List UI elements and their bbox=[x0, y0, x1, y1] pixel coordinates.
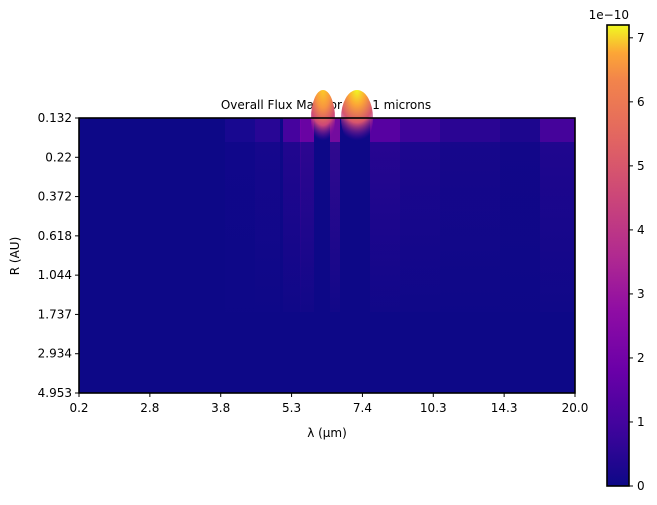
y-tick-label: 0.372 bbox=[38, 190, 72, 204]
y-tick-label: 1.044 bbox=[38, 268, 72, 282]
x-tick-label: 7.4 bbox=[353, 401, 372, 415]
x-tick-label: 20.0 bbox=[562, 401, 589, 415]
x-tick-label: 5.3 bbox=[282, 401, 301, 415]
x-tick-label: 2.8 bbox=[140, 401, 159, 415]
heatmap-cell bbox=[79, 140, 575, 320]
colorbar-tick-label: 7 bbox=[637, 31, 645, 45]
colorbar: 0 1 2 3 4 5 6 7 1e−10 bbox=[589, 8, 645, 493]
colorbar-gradient bbox=[607, 25, 629, 486]
x-tick-label: 0.2 bbox=[69, 401, 88, 415]
colorbar-ticks: 0 1 2 3 4 5 6 7 bbox=[629, 31, 645, 493]
heatmap-cell bbox=[330, 118, 340, 142]
heatmap bbox=[78, 90, 576, 394]
heatmap-cell bbox=[255, 118, 280, 142]
y-tick-label: 0.132 bbox=[38, 111, 72, 125]
heatmap-cell bbox=[400, 118, 440, 142]
x-tick-label: 10.3 bbox=[420, 401, 447, 415]
heatmap-cell bbox=[440, 118, 500, 142]
heatmap-cell bbox=[283, 118, 301, 142]
heatmap-cells bbox=[79, 118, 575, 320]
colorbar-tick-label: 4 bbox=[637, 223, 645, 237]
x-tick-label: 3.8 bbox=[211, 401, 230, 415]
y-tick-label: 4.953 bbox=[38, 386, 72, 400]
y-tick-label: 1.737 bbox=[38, 307, 72, 321]
heatmap-cell bbox=[500, 118, 540, 142]
heatmap-frame bbox=[78, 117, 576, 394]
heatmap-cell bbox=[370, 118, 400, 142]
x-tick-label: 14.3 bbox=[491, 401, 518, 415]
x-axis-label: λ (μm) bbox=[307, 426, 347, 440]
colorbar-offset-label: 1e−10 bbox=[589, 8, 629, 22]
heatmap-cell bbox=[300, 118, 314, 142]
y-tick-label: 0.618 bbox=[38, 229, 72, 243]
x-axis: 0.2 2.8 3.8 5.3 7.4 10.3 14.3 20.0 bbox=[69, 393, 588, 415]
y-axis-label: R (AU) bbox=[8, 237, 22, 276]
colorbar-frame bbox=[606, 24, 630, 487]
colorbar-tick-label: 0 bbox=[637, 479, 645, 493]
colorbar-tick-label: 2 bbox=[637, 351, 645, 365]
colorbar-tick-label: 1 bbox=[637, 415, 645, 429]
y-tick-label: 0.22 bbox=[45, 150, 72, 164]
y-axis: 0.132 0.22 0.372 0.618 1.044 1.737 2.934 4.953 bbox=[38, 111, 79, 400]
heatmap-cell bbox=[540, 118, 575, 142]
colorbar-tick-label: 6 bbox=[637, 95, 645, 109]
colorbar-tick-label: 5 bbox=[637, 159, 645, 173]
colorbar-tick-label: 3 bbox=[637, 287, 645, 301]
heatmap-cell bbox=[225, 118, 255, 142]
y-tick-label: 2.934 bbox=[38, 347, 72, 361]
